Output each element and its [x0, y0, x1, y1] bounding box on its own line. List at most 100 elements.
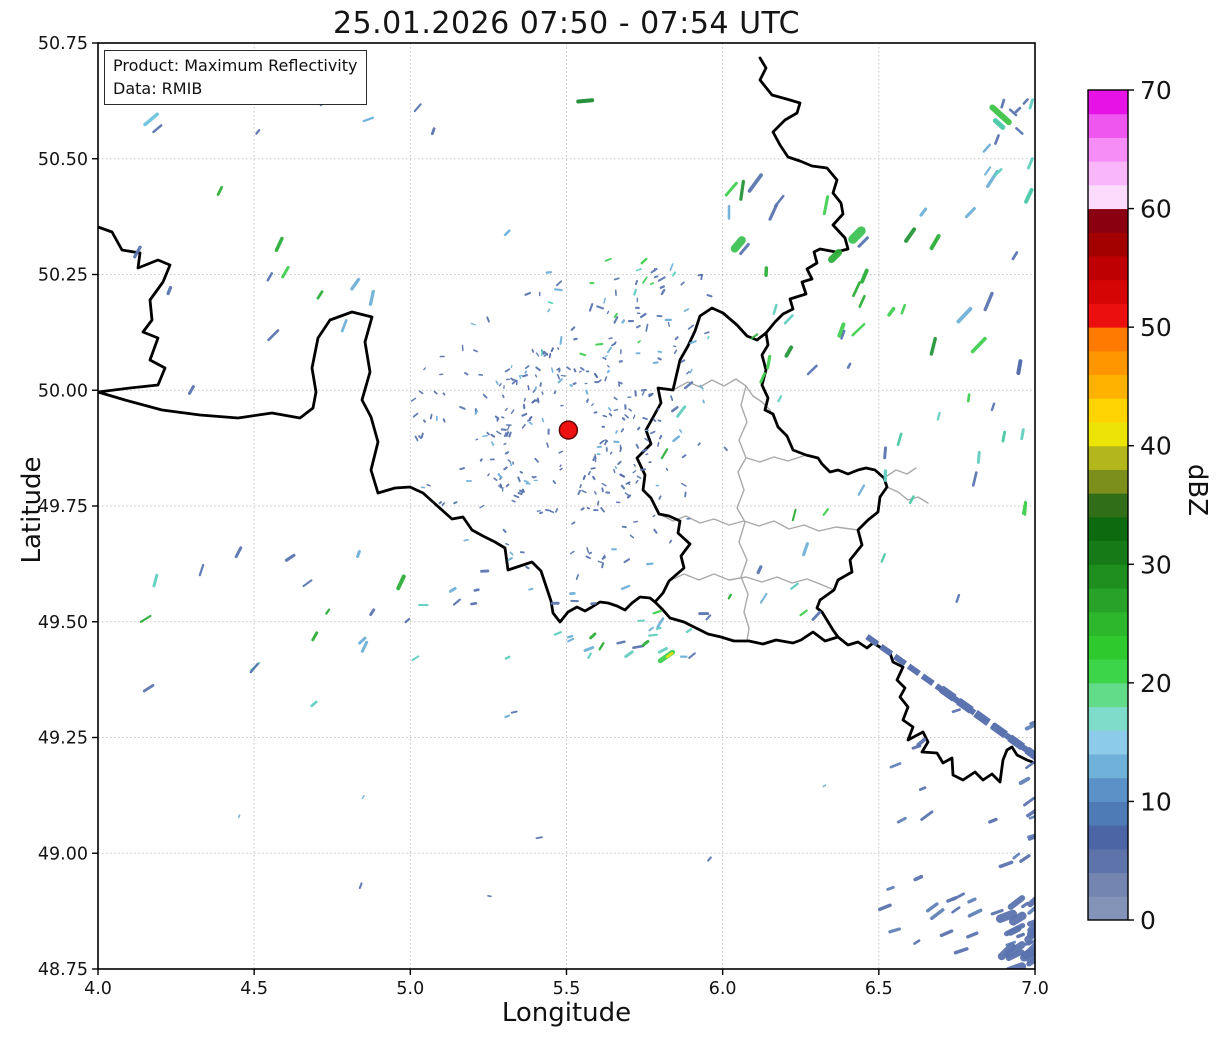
radar-clutter-inner-streak [554, 481, 556, 483]
echo-cell-streak [578, 100, 592, 101]
radar-clutter-inner-streak [550, 511, 553, 512]
west-cells-streak [154, 575, 157, 585]
ne-speckle-patch-streak [705, 332, 709, 333]
district-border [747, 455, 806, 462]
nw-cells-streak [342, 320, 346, 331]
ne-speckle-patch-streak [646, 324, 647, 330]
y-tick-label: 50.25 [38, 266, 88, 286]
radar-clutter-inner-streak [660, 436, 661, 439]
echo-cell-streak [859, 238, 867, 246]
radar-clutter-inner-streak [504, 468, 506, 470]
radar-clutter-inner-streak [535, 459, 538, 462]
nw-cells-streak [318, 292, 322, 299]
radar-clutter-inner-streak [600, 441, 603, 444]
ne-speckle-patch-streak [643, 277, 647, 283]
stray-specks-streak [512, 712, 517, 713]
radar-clutter-inner-streak [614, 410, 617, 411]
radar-clutter-outer-streak [487, 317, 489, 321]
radar-clutter-outer-streak [608, 311, 609, 313]
se-cluster-streak [953, 908, 960, 913]
colorbar-segment [1088, 801, 1128, 825]
echo-cell-streak [995, 121, 1002, 128]
west-cells-streak [251, 664, 258, 672]
radar-clutter-outer-streak [634, 522, 638, 523]
radar-clutter-inner-streak [592, 404, 594, 406]
germany-scattered-cells-streak [786, 347, 791, 355]
tr-corner-cells-streak [1002, 100, 1004, 107]
radar-site-marker [559, 421, 577, 439]
radar-clutter-inner-streak [488, 474, 489, 476]
echo-layer [135, 89, 1041, 972]
colorbar-segment [1088, 232, 1128, 256]
info-data-line: Data: RMIB [113, 77, 357, 100]
ne-speckle-patch-streak [689, 325, 694, 329]
radar-clutter-outer-streak [703, 400, 704, 402]
east-cells-streak [938, 413, 940, 420]
tr-corner-cells-streak [1016, 108, 1020, 112]
radar-clutter-inner-streak [605, 377, 606, 381]
radar-clutter-inner-streak [552, 368, 553, 372]
colorbar-tick-label: 20 [1140, 669, 1172, 698]
east-cells-streak [882, 554, 885, 562]
nw-cells-streak [352, 280, 359, 289]
echo-cell-streak [626, 652, 633, 657]
south-band-streak [625, 559, 630, 562]
se-corner-blob-streak [1030, 921, 1038, 924]
ne-speckle-patch-streak [651, 283, 653, 284]
se-cluster-streak [941, 931, 951, 935]
lux-cells-streak [793, 510, 796, 520]
radar-clutter-outer-streak [548, 309, 550, 311]
radar-clutter-outer-streak [571, 551, 574, 553]
x-tick-label: 6.5 [865, 979, 893, 999]
y-tick-label: 48.75 [38, 960, 88, 980]
radar-clutter-inner-streak [538, 398, 539, 402]
radar-clutter-inner-streak [522, 490, 523, 493]
se-cluster-streak [1024, 798, 1033, 805]
colorbar-segment [1088, 778, 1128, 802]
radar-clutter-inner-streak [532, 350, 533, 352]
colorbar-segment [1088, 90, 1128, 114]
radar-clutter-outer-streak [683, 455, 686, 457]
west-cells-streak [304, 580, 312, 586]
plot-content [98, 43, 1041, 971]
radar-clutter-inner-streak [559, 451, 562, 453]
radar-clutter-inner-streak [615, 467, 616, 468]
radar-clutter-inner-streak [620, 448, 621, 451]
border-cells-streak [643, 641, 648, 645]
radar-clutter-outer-streak [590, 553, 591, 554]
echo-cell-streak [978, 452, 979, 462]
radar-clutter-inner-streak [524, 399, 525, 401]
west-cells-streak [360, 638, 365, 643]
radar-clutter-inner-streak [651, 432, 655, 434]
echo-cell-streak [505, 231, 509, 235]
germany-scattered-cells-streak [775, 196, 783, 206]
radar-clutter-outer-streak [506, 544, 509, 545]
radar-clutter-outer-streak [667, 469, 668, 471]
radar-clutter-inner-streak [603, 416, 606, 417]
radar-clutter-outer-streak [577, 575, 579, 579]
border-cells-streak [687, 629, 691, 632]
radar-clutter-inner-streak [484, 395, 487, 398]
colorbar-segment [1088, 683, 1128, 707]
radar-clutter-inner-streak [492, 442, 493, 445]
radar-clutter-outer-streak [415, 436, 417, 440]
radar-clutter-inner-streak [558, 375, 560, 379]
lux-cells-streak [678, 407, 685, 417]
colorbar-segment [1088, 161, 1128, 185]
south-band-streak [529, 589, 532, 590]
east-cells-streak [973, 473, 976, 486]
germany-scattered-cells-streak [985, 293, 992, 309]
colorbar-segment [1088, 849, 1128, 873]
radar-clutter-outer-streak [434, 392, 436, 394]
se-cluster-streak [990, 819, 996, 822]
radar-clutter-outer-streak [419, 436, 421, 438]
nw-cells-streak [269, 331, 278, 340]
west-cells-streak [312, 702, 317, 706]
top-cells-streak [256, 130, 259, 133]
radar-clutter-inner-streak [556, 509, 557, 512]
radar-clutter-inner-streak [628, 483, 630, 484]
ne-speckle-patch-streak [673, 272, 675, 275]
x-tick-label: 4.5 [240, 979, 268, 999]
radar-clutter-inner-streak [598, 501, 599, 504]
radar-clutter-outer-streak [598, 561, 602, 562]
